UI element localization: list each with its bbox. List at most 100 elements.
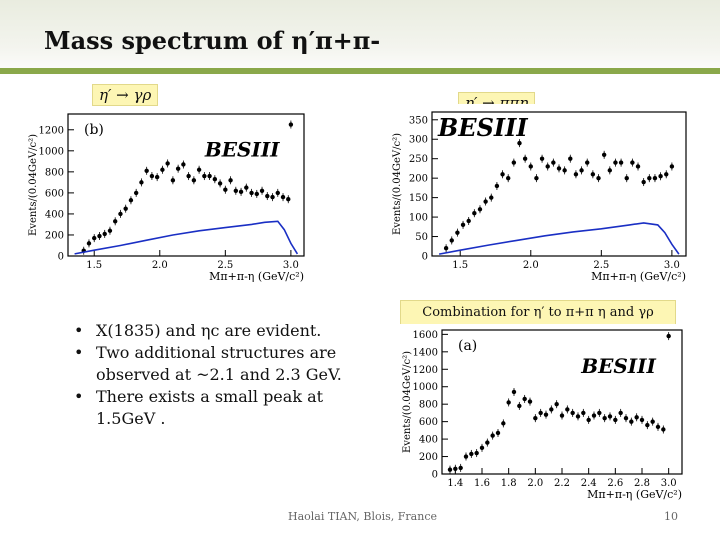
data-point <box>634 415 639 420</box>
x-tick-label: 2.4 <box>581 478 597 489</box>
bullet-text: X(1835) and ηc are evident. <box>96 321 322 340</box>
y-tick-label: 800 <box>45 167 64 178</box>
y-tick-label: 1400 <box>413 347 438 358</box>
data-point <box>506 175 511 181</box>
plot-pi-pi-eta: 1.5 2.0 2.5 3.0 0 50 100 150 200 250 300 350 Mπ+π-η … <box>376 104 696 282</box>
data-point <box>259 188 265 193</box>
data-point <box>618 410 623 416</box>
y-tick-label: 1000 <box>39 146 64 157</box>
data-point <box>181 162 186 167</box>
x-tick-label: 2.0 <box>523 260 539 271</box>
x-tick-label: 2.5 <box>593 260 609 271</box>
data-point <box>655 424 661 430</box>
data-point <box>443 246 449 251</box>
y-axis-label: Events/(0.04GeV/c²) <box>392 133 403 235</box>
data-point <box>647 175 652 181</box>
data-point <box>238 189 244 195</box>
data-point <box>447 467 453 472</box>
data-point <box>165 161 170 166</box>
data-point <box>474 450 479 456</box>
data-point <box>556 166 562 171</box>
data-point <box>562 168 567 173</box>
data-point <box>149 173 155 179</box>
data-point <box>207 173 212 179</box>
data-point <box>118 211 123 217</box>
bullet-text: There exists a small peak at 1.5GeV . <box>96 387 324 428</box>
data-point <box>160 167 165 172</box>
data-point <box>664 172 669 177</box>
fit-curve <box>438 222 680 255</box>
data-point <box>533 415 538 421</box>
data-point <box>244 185 249 190</box>
data-point <box>624 175 629 181</box>
data-point <box>586 417 591 423</box>
data-point <box>506 400 511 405</box>
data-point <box>591 413 597 418</box>
y-tick-label: 350 <box>409 115 428 126</box>
data-point <box>500 172 505 177</box>
data-point <box>522 156 528 161</box>
y-tick-label: 800 <box>419 400 438 411</box>
data-point <box>265 193 270 199</box>
experiment-label: BESIII <box>204 138 280 162</box>
bullet-item: • Two additional structures are observed … <box>74 342 364 386</box>
x-tick-label: 3.0 <box>661 478 677 489</box>
experiment-label: BESIII <box>580 354 656 378</box>
data-point <box>511 389 517 395</box>
data-point <box>534 175 539 181</box>
data-point <box>607 168 612 173</box>
data-point <box>650 419 655 424</box>
data-point <box>113 219 118 224</box>
x-tick-label: 3.0 <box>664 260 680 271</box>
x-tick-label: 1.8 <box>501 478 517 489</box>
data-point <box>453 466 458 471</box>
y-tick-label: 300 <box>409 135 428 146</box>
bullet-item: • X(1835) and ηc are evident. <box>74 320 364 342</box>
y-tick-label: 100 <box>409 213 428 224</box>
x-tick-label: 2.6 <box>607 478 623 489</box>
y-tick-label: 250 <box>409 154 428 165</box>
data-point <box>170 178 176 183</box>
x-tick-label: 2.5 <box>217 260 233 271</box>
bullet-dot-icon: • <box>74 321 84 340</box>
data-point <box>449 238 454 243</box>
y-tick-label: 1200 <box>39 125 64 136</box>
fit-curve <box>74 220 299 255</box>
data-point <box>641 179 646 185</box>
data-point <box>666 333 671 339</box>
data-point <box>489 195 494 200</box>
data-point <box>202 173 207 179</box>
data-point <box>275 190 280 196</box>
data-point <box>495 430 501 436</box>
x-tick-label: 2.0 <box>527 478 543 489</box>
data-point <box>217 181 223 186</box>
y-tick-label: 50 <box>415 232 428 243</box>
data-point <box>573 172 579 177</box>
data-point <box>511 160 517 165</box>
data-point <box>613 417 618 423</box>
y-tick-label: 400 <box>419 435 438 446</box>
data-point <box>551 160 556 165</box>
data-point <box>186 173 191 179</box>
data-point <box>212 177 218 182</box>
y-tick-label: 1000 <box>413 382 438 393</box>
y-axis-label: Events/(0.04GeV/c²) <box>28 134 39 236</box>
experiment-label: BESIII <box>437 113 528 142</box>
data-point <box>97 233 102 239</box>
data-point <box>233 188 239 193</box>
channel-label-gamma-rho: η′ → γρ <box>92 84 159 106</box>
data-point <box>485 440 490 445</box>
data-point <box>528 164 533 169</box>
data-point <box>249 190 254 196</box>
data-point <box>469 451 474 457</box>
data-point <box>658 174 663 179</box>
x-tick-label: 2.0 <box>152 260 168 271</box>
data-point <box>517 140 522 146</box>
x-tick-label: 1.4 <box>447 478 463 489</box>
plot-a-combined: 1.4 1.6 1.8 2.0 2.2 2.4 2.6 2.8 3.0 0 200 400 600 800… <box>386 324 690 502</box>
bullet-text: Two additional structures are observed a… <box>96 343 342 384</box>
y-tick-label: 600 <box>45 188 64 199</box>
y-tick-label: 1200 <box>413 365 438 376</box>
data-point <box>538 410 543 416</box>
data-point <box>669 164 675 169</box>
